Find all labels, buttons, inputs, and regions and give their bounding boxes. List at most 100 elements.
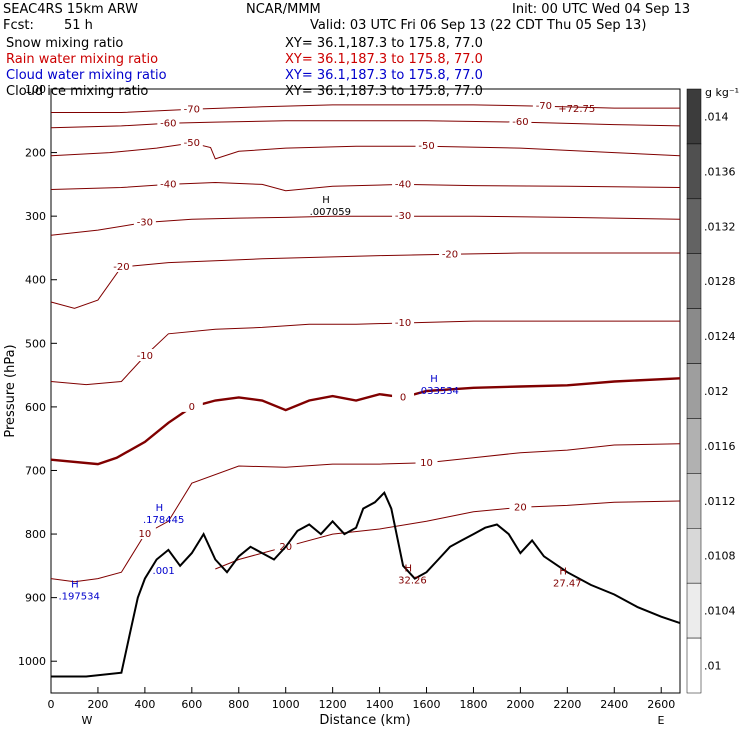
isotherm-label: -10	[395, 318, 411, 329]
y-tick-label: 800	[25, 528, 46, 541]
x-end-label-east: E	[658, 714, 665, 727]
y-tick-label: 600	[25, 401, 46, 414]
colorbar-swatch	[686, 582, 702, 639]
colorbar: .014 .0136 .0132 .0128 .0124 .012 .0116 .0112 .0…	[686, 88, 736, 694]
init-time: Init: 00 UTC Wed 04 Sep 13	[512, 2, 690, 17]
fcst-value: 51 h	[64, 18, 93, 33]
isotherm-label: -20	[442, 249, 458, 260]
isotherm-line	[50, 215, 681, 236]
colorbar-swatch	[686, 528, 702, 584]
isotherm-label-bg	[133, 349, 156, 362]
isotherm-label-bg	[392, 177, 415, 190]
colorbar-swatch	[686, 473, 702, 529]
isotherm-label: -10	[137, 351, 153, 362]
x-tick-label: 400	[134, 698, 155, 711]
x-end-label-west: W	[82, 714, 93, 727]
y-tick-label: 1000	[18, 655, 46, 668]
isotherm-label-bg	[110, 260, 133, 273]
isotherm-label: -20	[113, 262, 129, 273]
isotherm-label-bg	[509, 115, 532, 128]
isotherm-label-bg	[133, 527, 156, 540]
x-tick-label: 1200	[319, 698, 347, 711]
y-tick-label: 500	[25, 337, 46, 350]
x-tick-label: 800	[228, 698, 249, 711]
model-title: SEAC4RS 15km ARW	[3, 2, 138, 17]
isotherm-layer: -70 -70 -60 -60 -50 -50 -40 -40 -30 -30 -20 -20 -10 -…	[50, 99, 681, 583]
isotherm-label: -60	[160, 118, 176, 129]
isotherm-label: -70	[184, 104, 200, 115]
extremum-marker: H	[404, 564, 412, 575]
x-tick-label: 1600	[413, 698, 441, 711]
center-label: NCAR/MMM	[246, 2, 321, 17]
colorbar-tick-label: .0124	[704, 330, 736, 343]
isotherm-line	[50, 120, 681, 129]
isotherm-line	[50, 377, 681, 466]
y-tick-label: 200	[25, 147, 46, 160]
isotherm-label: -50	[418, 141, 434, 152]
isotherm-label: -30	[395, 211, 411, 222]
extremum-marker: H	[322, 195, 330, 206]
x-tick-label: 1800	[459, 698, 487, 711]
extremum-value: .033534	[418, 386, 459, 397]
colorbar-swatch	[686, 637, 702, 694]
colorbar-tick-label: .012	[704, 385, 729, 398]
colorbar-tick-label: .01	[704, 660, 722, 673]
isotherm-line	[215, 500, 681, 570]
isotherm-label: 20	[514, 502, 527, 513]
isotherm-line	[51, 104, 680, 113]
colorbar-swatch	[686, 418, 702, 474]
colorbar-swatch	[686, 308, 702, 364]
isotherm-label-bg	[180, 102, 203, 115]
legend-cloud-water-label: Cloud water mixing ratio	[6, 68, 167, 83]
extremum-value: 32.26	[398, 576, 427, 587]
isotherm-label-bg	[180, 136, 203, 149]
isotherm-label-bg	[392, 315, 415, 328]
extrema-layer: H.007059H.033534H.178445H.197534H32.26H2…	[58, 104, 595, 603]
colorbar-tick-label: .0132	[704, 220, 736, 233]
isotherm-label-bg	[392, 209, 415, 222]
isotherm-label-bg	[438, 247, 461, 260]
x-tick-label: 1000	[272, 698, 300, 711]
x-tick-label: 2400	[600, 698, 628, 711]
isotherm-label: 10	[420, 458, 433, 469]
extremum-value: .001	[153, 566, 175, 577]
colorbar-tick-label: .0104	[704, 605, 736, 618]
isotherm-label: -70	[536, 101, 552, 112]
isotherm-label: -40	[160, 179, 176, 190]
colorbar-swatch	[686, 143, 702, 200]
y-tick-label: 300	[25, 210, 46, 223]
x-tick-label: 2200	[553, 698, 581, 711]
extremum-value: 27.47	[553, 579, 582, 590]
extremum-marker: H	[559, 567, 567, 578]
isotherm-label: -60	[512, 117, 528, 128]
extremum-marker: H	[430, 374, 438, 385]
isotherm-line	[50, 252, 680, 309]
colorbar-swatch	[686, 198, 702, 254]
valid-time: Valid: 03 UTC Fri 06 Sep 13 (22 CDT Thu …	[310, 18, 646, 33]
fcst-label: Fcst:	[3, 18, 34, 33]
x-tick-label: 0	[48, 698, 55, 711]
y-axis-label: Pressure (hPa)	[3, 344, 18, 437]
isotherm-label: -40	[395, 179, 411, 190]
terrain-surface-line	[51, 490, 681, 678]
isotherm-label-bg	[532, 99, 555, 112]
isotherm-label-bg	[157, 116, 180, 129]
legend-snow-label: Snow mixing ratio	[6, 36, 123, 51]
extremum-value: .178445	[143, 515, 184, 526]
terrain-layer	[51, 490, 681, 678]
isotherm-label-bg	[415, 455, 438, 468]
colorbar-swatch	[686, 88, 702, 145]
isotherm-label-bg	[157, 177, 180, 190]
isotherm-label-bg	[180, 399, 203, 412]
isotherm-label: 0	[189, 402, 195, 413]
extremum-value: +72.75	[558, 104, 595, 115]
colorbar-tick-label: .0108	[704, 550, 736, 563]
isotherm-label: 10	[139, 529, 152, 540]
legend-rain-label: Rain water mixing ratio	[6, 52, 158, 67]
isotherm-line	[50, 142, 681, 160]
x-tick-label: 1400	[366, 698, 394, 711]
legend-cloud-water-xy: XY= 36.1,187.3 to 175.8, 77.0	[285, 68, 483, 83]
isotherm-label-bg	[509, 500, 532, 513]
isotherm-label: 0	[400, 392, 406, 403]
legend-snow-xy: XY= 36.1,187.3 to 175.8, 77.0	[285, 36, 483, 51]
